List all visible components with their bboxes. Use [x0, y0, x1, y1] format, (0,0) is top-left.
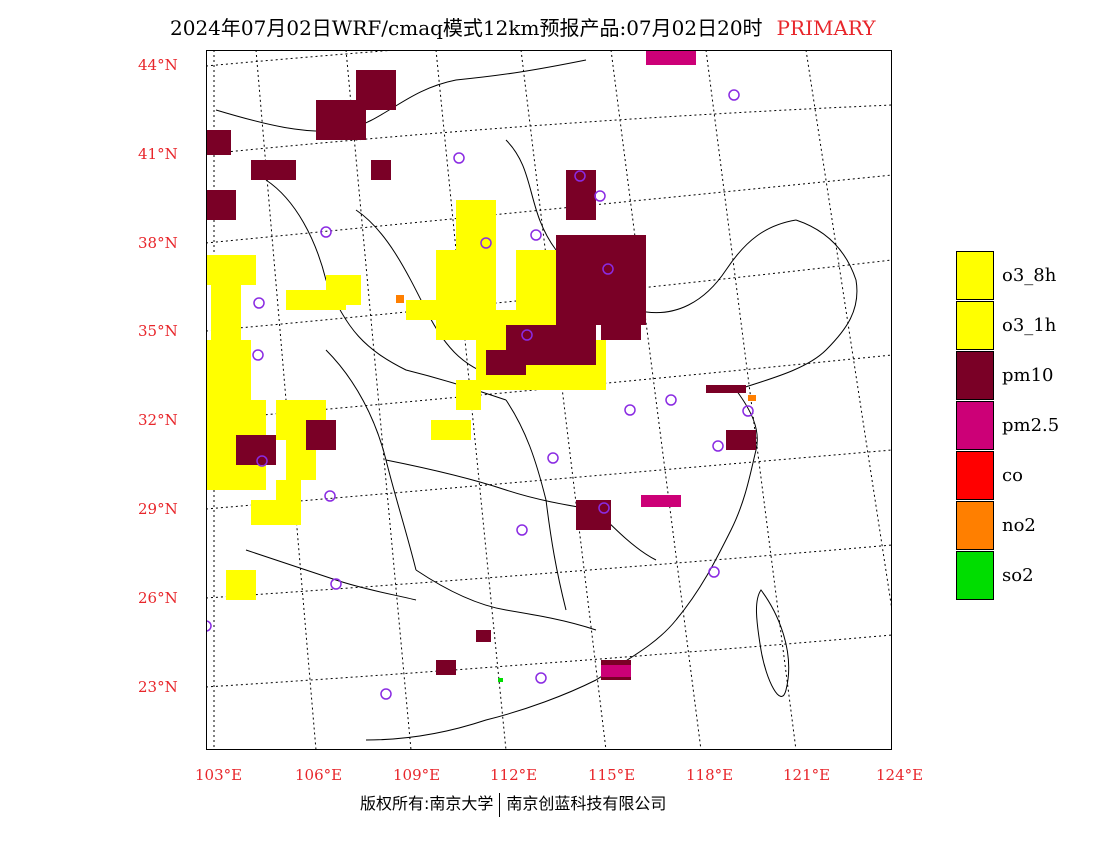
footer-divider: [499, 792, 501, 817]
legend-label: pm2.5: [1002, 414, 1060, 436]
copyright-owner: 版权所有:南京大学: [360, 794, 494, 813]
legend-swatch-o3-1h: [956, 300, 994, 350]
lon-label: 109°E: [393, 766, 441, 784]
legend-item: pm10: [956, 350, 1059, 400]
legend-swatch-pm10: [956, 350, 994, 400]
legend-item: so2: [956, 550, 1059, 600]
pm10-regions: [206, 70, 756, 680]
legend-label: o3_8h: [1002, 264, 1057, 286]
so2-spots: [498, 678, 503, 682]
lon-label: 118°E: [686, 766, 734, 784]
lon-label: 121°E: [783, 766, 831, 784]
map-canvas: [206, 50, 892, 750]
legend-label: so2: [1002, 564, 1034, 586]
lat-label: 29°N: [138, 500, 178, 518]
primary-tag: PRIMARY: [776, 16, 876, 40]
legend-item: co: [956, 450, 1059, 500]
station-markers: [206, 89, 754, 700]
pollutant-legend: o3_8h o3_1h pm10 pm2.5 co no2 so2: [956, 250, 1059, 600]
legend-label: o3_1h: [1002, 314, 1057, 336]
o3-regions: [206, 200, 606, 600]
legend-swatch-no2: [956, 500, 994, 550]
legend-label: no2: [1002, 514, 1036, 536]
legend-item: o3_8h: [956, 250, 1059, 300]
lon-label: 124°E: [876, 766, 924, 784]
lat-label: 23°N: [138, 678, 178, 696]
lat-label: 41°N: [138, 145, 178, 163]
lon-label: 106°E: [295, 766, 343, 784]
legend-swatch-so2: [956, 550, 994, 600]
pm25-regions: [601, 50, 696, 677]
lon-label: 103°E: [195, 766, 243, 784]
no2-spots: [396, 295, 756, 401]
legend-swatch-co: [956, 450, 994, 500]
lat-label: 38°N: [138, 234, 178, 252]
legend-item: no2: [956, 500, 1059, 550]
legend-label: pm10: [1002, 364, 1054, 386]
lon-label: 115°E: [588, 766, 636, 784]
legend-item: pm2.5: [956, 400, 1059, 450]
lat-label: 44°N: [138, 56, 178, 74]
lat-label: 26°N: [138, 589, 178, 607]
legend-swatch-pm25: [956, 400, 994, 450]
lat-label: 32°N: [138, 411, 178, 429]
legend-label: co: [1002, 464, 1023, 486]
title-text: 2024年07月02日WRF/cmaq模式12km预报产品:07月02日20时: [170, 16, 763, 40]
lat-label: 35°N: [138, 322, 178, 340]
legend-item: o3_1h: [956, 300, 1059, 350]
lon-label: 112°E: [490, 766, 538, 784]
legend-swatch-o3-8h: [956, 250, 994, 300]
map-title: 2024年07月02日WRF/cmaq模式12km预报产品:07月02日20时 P…: [170, 12, 876, 41]
copyright-footer: 版权所有:南京大学 南京创蓝科技有限公司: [360, 790, 666, 817]
copyright-company: 南京创蓝科技有限公司: [506, 794, 667, 813]
